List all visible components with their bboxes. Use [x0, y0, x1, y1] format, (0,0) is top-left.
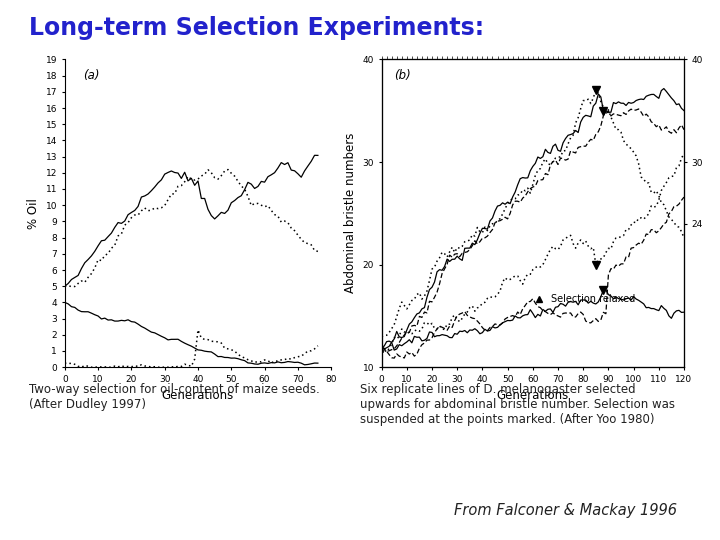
Text: Two-way selection for oil-content of maize seeds.
(After Dudley 1997): Two-way selection for oil-content of mai… — [29, 383, 320, 411]
Text: From Falconer & Mackay 1996: From Falconer & Mackay 1996 — [454, 503, 677, 518]
X-axis label: Generations: Generations — [162, 389, 234, 402]
Y-axis label: % Oil: % Oil — [27, 198, 40, 229]
Text: Long-term Selection Experiments:: Long-term Selection Experiments: — [29, 16, 484, 40]
Y-axis label: Abdominal bristle numbers: Abdominal bristle numbers — [344, 133, 357, 293]
Text: (b): (b) — [394, 69, 410, 82]
Text: Selection relaxed: Selection relaxed — [551, 294, 635, 305]
X-axis label: Generations: Generations — [497, 389, 569, 402]
Text: (a): (a) — [84, 69, 100, 82]
Text: Six replicate lines of D. melanogaster selected
upwards for abdominal bristle nu: Six replicate lines of D. melanogaster s… — [360, 383, 675, 427]
